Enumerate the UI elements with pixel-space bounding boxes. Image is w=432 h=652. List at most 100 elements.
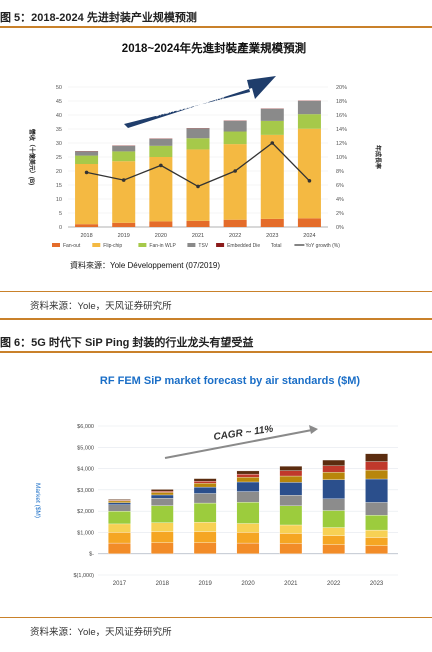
y-tick-label: 5 xyxy=(59,211,62,217)
bar-segment-s8 xyxy=(236,473,260,478)
bar-segment-s9 xyxy=(150,489,174,492)
bar-segment-s1 xyxy=(236,542,260,554)
y-tick-label: 10 xyxy=(56,197,62,203)
bar-segment-tsv xyxy=(260,108,284,121)
y2-tick-label: 12% xyxy=(336,141,347,147)
figure-1-top-rule xyxy=(0,26,432,28)
bar-segment-s6 xyxy=(279,482,303,496)
bar-segment-s1 xyxy=(365,545,388,554)
cagr-trend-arrow xyxy=(164,429,313,459)
bar-segment-fan-in-wlp xyxy=(223,131,247,145)
x-tick-label: 2023 xyxy=(370,581,384,587)
bar-segment-fan-in-wlp xyxy=(112,151,136,162)
bar-segment-s2 xyxy=(365,537,388,546)
y-tick-label: 0 xyxy=(59,225,62,231)
bar-segment-s3 xyxy=(108,523,131,533)
bar-segment-flip-chip xyxy=(149,157,173,222)
y-tick-label: $3,000 xyxy=(77,488,94,494)
y2-axis-label: 年成長率 xyxy=(374,145,382,169)
bar-segment-s3 xyxy=(279,524,303,534)
bar-segment-fan-out xyxy=(223,219,247,227)
x-tick-label: 2024 xyxy=(303,233,315,239)
bar-segment-s2 xyxy=(108,532,131,544)
bar-segment-s2 xyxy=(193,531,217,543)
y2-tick-label: 0% xyxy=(336,225,344,231)
bar-segment-s4 xyxy=(236,502,260,524)
bar-segment-s8 xyxy=(193,480,217,484)
bar-segment-s8 xyxy=(279,470,303,477)
bar-segment-s7 xyxy=(279,475,303,483)
chart-2-annotation: CAGR ~ 11% xyxy=(213,424,274,443)
bar-segment-s6 xyxy=(108,502,131,505)
bar-segment-s5 xyxy=(150,498,174,506)
y-tick-label: 35 xyxy=(56,127,62,133)
y-tick-label: 45 xyxy=(56,99,62,105)
figure-1-caption: 图 5：2018-2024 先进封装产业规模预测 xyxy=(0,12,197,24)
figure-2-bottom-rule xyxy=(0,617,432,618)
bar-segment-s7 xyxy=(193,483,217,488)
legend-swatch xyxy=(138,243,147,247)
chart-2-title: RF FEM SiP market forecast by air standa… xyxy=(100,375,361,387)
bar-segment-tsv xyxy=(75,151,99,156)
bar-segment-fan-out xyxy=(112,222,136,227)
yoy-growth-point xyxy=(233,169,237,173)
bar-segment-fan-out xyxy=(149,221,173,227)
bar-segment-s2 xyxy=(150,531,174,543)
legend-swatch xyxy=(52,243,60,247)
x-tick-label: 2022 xyxy=(229,233,241,239)
bar-segment-s5 xyxy=(365,502,388,516)
y-tick-label: $(1,000) xyxy=(74,573,95,579)
bar-segment-s4 xyxy=(322,510,346,528)
bar-segment-flip-chip xyxy=(75,164,99,225)
bar-segment-tsv xyxy=(186,128,210,139)
y-tick-label: $1,000 xyxy=(77,530,94,536)
bar-segment-s4 xyxy=(365,515,388,531)
y-tick-label: 40 xyxy=(56,113,62,119)
bar-segment-s6 xyxy=(236,481,260,492)
chart-1-source-note: 資料來源：Yole Développement (07/2019) xyxy=(70,260,220,270)
x-tick-label: 2023 xyxy=(266,233,278,239)
yoy-growth-point xyxy=(270,141,275,145)
yoy-growth-point xyxy=(159,163,163,168)
legend-label: TSV xyxy=(198,243,208,249)
x-tick-label: 2018 xyxy=(156,581,170,587)
y-tick-label: $6,000 xyxy=(77,424,94,430)
figure-2-top-rule xyxy=(0,351,432,353)
bar-segment-s2 xyxy=(279,533,303,544)
bar-segment-s1 xyxy=(150,542,174,554)
bar-segment-fan-in-wlp xyxy=(260,120,284,135)
bar-segment-s3 xyxy=(322,527,346,536)
bar-segment-flip-chip xyxy=(112,161,136,223)
bar-segment-s8 xyxy=(365,461,388,471)
y2-tick-label: 6% xyxy=(336,183,344,189)
y-tick-label: 50 xyxy=(56,85,62,91)
bar-segment-s5 xyxy=(108,504,131,512)
chart-2: RF FEM SiP market forecast by air standa… xyxy=(34,375,398,587)
chart-1-title: 2018~2024年先進封裝產業規模預測 xyxy=(122,41,306,55)
bar-segment-fan-out xyxy=(297,218,321,227)
cagr-arrow xyxy=(124,76,276,128)
x-tick-label: 2021 xyxy=(284,581,298,587)
yoy-growth-point xyxy=(121,178,126,182)
yoy-growth-point xyxy=(196,184,200,189)
figure-1-bottom-rule xyxy=(0,291,432,292)
bar-segment-fan-in-wlp xyxy=(149,145,173,157)
bar-segment-s5 xyxy=(322,498,346,511)
bar-segment-s3 xyxy=(236,523,260,533)
bar-segment-s8 xyxy=(322,465,346,473)
bar-segment-s4 xyxy=(108,510,131,525)
bar-segment-tsv xyxy=(297,101,321,115)
y-tick-label: $5,000 xyxy=(77,445,94,451)
separator-rule xyxy=(0,318,432,320)
bar-segment-s8 xyxy=(150,490,174,493)
y2-tick-label: 18% xyxy=(336,99,347,105)
bar-segment-s9 xyxy=(236,470,260,475)
bar-segment-s7 xyxy=(150,492,174,496)
bar-segment-s7 xyxy=(365,469,388,480)
chart-1-legend: Fan-out Flip-chip Fan-in WLP TSV Embedded Di… xyxy=(52,243,340,249)
bar-segment-s7 xyxy=(108,500,131,503)
x-tick-label: 2022 xyxy=(327,581,341,587)
y-tick-label: $2,000 xyxy=(77,509,94,515)
figure-2-caption: 图 6：5G 时代下 SiP Ping 封装的行业龙头有望受益 xyxy=(0,337,254,349)
bar-segment-fan-out xyxy=(75,224,99,227)
